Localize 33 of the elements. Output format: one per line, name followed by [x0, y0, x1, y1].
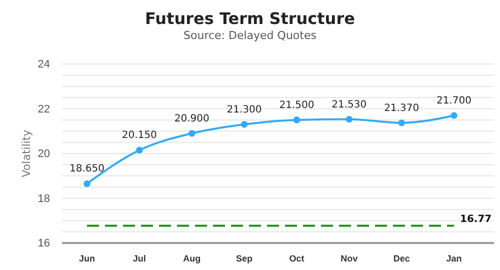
data-label: 21.500: [279, 100, 314, 111]
point: [240, 121, 248, 128]
point: [450, 112, 458, 119]
x-tick-label: Jul: [132, 253, 146, 264]
point: [398, 119, 405, 126]
point: [188, 130, 196, 137]
data-label: 20.900: [174, 113, 210, 124]
x-tick-label: Sep: [236, 253, 254, 264]
ref-line-label: 16.77: [460, 214, 492, 225]
data-label: 21.530: [332, 99, 367, 110]
x-tick-label: Jan: [446, 253, 462, 264]
point: [293, 116, 300, 124]
data-label: 21.700: [436, 95, 472, 106]
x-tick-label: Nov: [340, 253, 358, 264]
x-tick-label: Oct: [289, 253, 304, 264]
point: [346, 116, 353, 123]
x-tick-label: Jun: [78, 253, 96, 264]
y-tick-label: 16: [38, 238, 50, 250]
chart-title: Futures Term Structure: [145, 9, 356, 28]
data-label: 18.650: [70, 164, 104, 175]
data-label: 21.370: [384, 102, 420, 114]
y-tick-label: 22: [38, 103, 50, 116]
y-tick-label: 24: [38, 58, 50, 71]
y-tick-label: 18: [38, 192, 50, 205]
data-label: 20.150: [122, 130, 157, 142]
y-tick-label: 20: [38, 148, 50, 160]
point: [84, 180, 90, 188]
point: [136, 146, 143, 154]
x-tick-label: Dec: [393, 253, 410, 264]
data-label: 21.300: [226, 104, 262, 116]
chart-subtitle: Source: Delayed Quotes: [184, 29, 317, 42]
y-axis-title: Volatility: [20, 129, 33, 178]
x-tick-label: Aug: [183, 253, 201, 264]
